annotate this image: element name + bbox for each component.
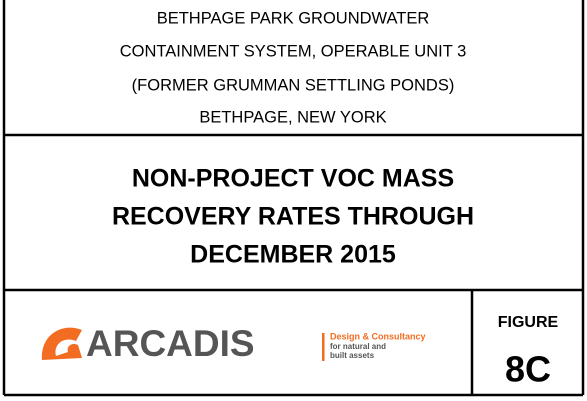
header-line: BETHPAGE, NEW YORK bbox=[199, 108, 386, 126]
title-line: DECEMBER 2015 bbox=[190, 241, 396, 269]
logo-name: ARCADIS bbox=[86, 323, 255, 364]
figure-number: 8C bbox=[505, 349, 551, 390]
title-line: NON-PROJECT VOC MASS bbox=[132, 165, 454, 193]
header-line: BETHPAGE PARK GROUNDWATER bbox=[157, 9, 430, 27]
figure-label: FIGURE bbox=[498, 314, 559, 331]
logo-icon bbox=[41, 327, 82, 360]
logo-tagline: for natural and bbox=[330, 342, 386, 351]
logo-bar bbox=[322, 333, 325, 361]
logo: ARCADIS Design & Consultancy for natural… bbox=[41, 323, 426, 364]
header-line: (FORMER GRUMMAN SETTLING PONDS) bbox=[132, 76, 455, 94]
title-line: RECOVERY RATES THROUGH bbox=[112, 203, 474, 231]
header-line: CONTAINMENT SYSTEM, OPERABLE UNIT 3 bbox=[120, 42, 467, 60]
logo-tagline: Design & Consultancy bbox=[330, 331, 426, 341]
logo-tagline: built assets bbox=[330, 351, 375, 360]
